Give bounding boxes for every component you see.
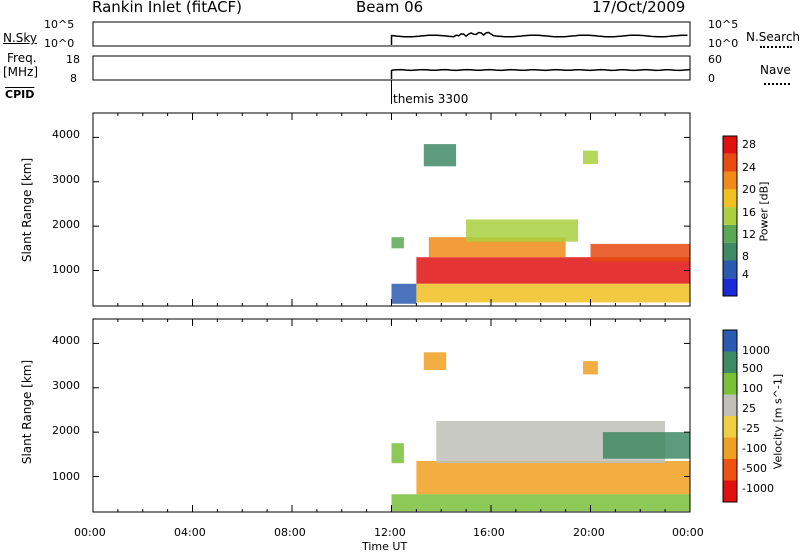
power-region-4	[466, 219, 578, 242]
power-cbar-tick-1: 24	[742, 161, 756, 174]
vel-cbar-swatch-5	[723, 373, 737, 395]
velocity-region-0	[391, 443, 404, 464]
velocity-region-6	[391, 494, 690, 512]
power-cbar-swatch-4	[723, 207, 737, 225]
vel-cbar-tick-1: 500	[742, 362, 763, 375]
velocity-ytick-3000: 3000	[52, 379, 80, 392]
vel-cbar-swatch-6	[723, 351, 737, 373]
vel-cbar-tick-6: -500	[742, 462, 767, 475]
power-cbar-swatch-7	[723, 153, 737, 172]
power-ytick-4000: 4000	[52, 128, 80, 141]
power-cbar-swatch-2	[723, 242, 737, 261]
nave-tick-bottom: 0	[708, 72, 715, 85]
nsky-panel-frame	[92, 21, 691, 47]
power-region-2	[416, 257, 690, 284]
nsky-tick-top: 10^5	[44, 18, 75, 31]
x-axis-label: Time UT	[362, 540, 408, 553]
power-region-1	[391, 283, 417, 304]
beam-label: Beam 06	[356, 0, 424, 16]
power-cbar-swatch-6	[723, 171, 737, 190]
power-cbar-tick-4: 12	[742, 228, 756, 241]
freq-label: Freq.	[7, 51, 37, 65]
nsearch-tick-top: 10^5	[708, 18, 739, 31]
vel-cbar-tick-2: 100	[742, 382, 763, 395]
date-label: 17/Oct/2009	[592, 0, 686, 16]
power-region-3	[428, 237, 566, 258]
velocity-region-5	[583, 361, 598, 375]
power-cbar-swatch-1	[723, 260, 737, 279]
cpid-label: CPID	[5, 88, 35, 101]
power-region-0	[391, 237, 404, 249]
power-cbar-swatch-0	[723, 278, 737, 296]
power-region-6	[423, 144, 457, 167]
nsearch-dotted-legend	[760, 46, 792, 48]
vel-cbar-swatch-0	[723, 480, 737, 502]
xtick-0: 00:00	[74, 526, 106, 539]
freq-trace	[390, 68, 691, 79]
velocity-ytick-1000: 1000	[52, 470, 80, 483]
vel-cbar-tick-3: 25	[742, 402, 756, 415]
vel-cbar-swatch-4	[723, 394, 737, 416]
power-region-8	[416, 283, 690, 303]
power-cbar-tick-5: 8	[742, 250, 749, 263]
velocity-region-4	[423, 352, 447, 370]
xtick-4: 16:00	[473, 526, 505, 539]
power-ytick-2000: 2000	[52, 218, 80, 231]
velocity-ytick-4000: 4000	[52, 334, 80, 347]
power-ytick-1000: 1000	[52, 263, 80, 276]
power-cbar-tick-6: 4	[742, 268, 749, 281]
nsearch-label: N.Search	[746, 30, 800, 44]
power-ytick-3000: 3000	[52, 173, 80, 186]
nsky-label: N.Sky	[3, 31, 38, 45]
power-cbar-swatch-5	[723, 189, 737, 208]
vel-cbar-tick-7: -1000	[742, 482, 774, 495]
freq-tick-top: 18	[66, 53, 80, 66]
velocity-region-3	[602, 432, 690, 459]
freq-unit: [MHz]	[3, 65, 39, 79]
xtick-6: 00:00	[672, 526, 704, 539]
velocity-region-1	[416, 461, 690, 495]
vel-cbar-swatch-3	[723, 416, 737, 438]
velocity-ytick-2000: 2000	[52, 424, 80, 437]
station-title: Rankin Inlet (fitACF)	[92, 0, 243, 16]
xtick-1: 04:00	[174, 526, 206, 539]
nave-tick-top: 60	[708, 53, 722, 66]
vel-cbar-frame	[722, 329, 738, 503]
vel-cbar-tick-0: 1000	[742, 344, 770, 357]
power-cbar-swatch-8	[723, 136, 737, 154]
nsearch-tick-bottom: 10^0	[708, 37, 739, 50]
vel-cbar-swatch-2	[723, 437, 737, 459]
power-cbar-tick-0: 28	[742, 138, 756, 151]
xtick-2: 08:00	[274, 526, 306, 539]
power-region-5	[590, 243, 690, 262]
power-region-7	[583, 150, 598, 164]
power-cbar-tick-2: 20	[742, 183, 756, 196]
nave-label: Nave	[760, 63, 791, 77]
nsky-trace	[390, 31, 688, 45]
vel-cbar-swatch-7	[723, 330, 737, 352]
xtick-3: 12:00	[374, 526, 406, 539]
power-cbar-swatch-3	[723, 224, 737, 243]
vel-cbar-tick-5: -100	[742, 442, 767, 455]
xtick-5: 20:00	[573, 526, 605, 539]
vel-cbar-swatch-1	[723, 459, 737, 481]
cpid-value: themis 3300	[393, 92, 469, 106]
nsky-tick-bottom: 10^0	[44, 37, 75, 50]
freq-tick-bottom: 8	[70, 72, 77, 85]
nave-dotted-legend	[764, 83, 790, 85]
power-cbar-frame	[722, 135, 738, 297]
power-cbar-tick-3: 16	[742, 206, 756, 219]
vel-cbar-tick-4: -25	[742, 422, 760, 435]
